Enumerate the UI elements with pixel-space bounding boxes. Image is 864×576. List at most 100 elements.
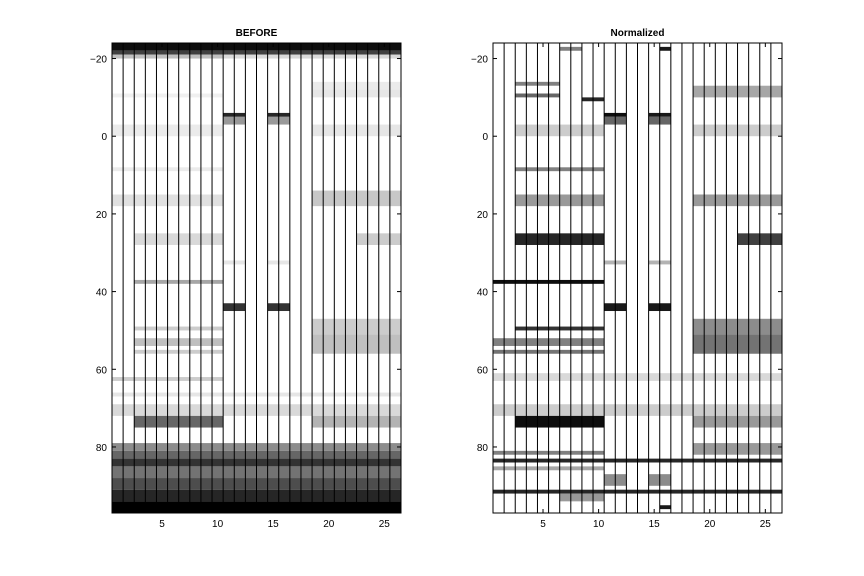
- before-heatmap-cell: [134, 338, 146, 346]
- normalized-heatmap-cell: [581, 458, 594, 463]
- before-heatmap-cell: [300, 489, 313, 502]
- before-y-tick-label: 40: [96, 288, 108, 299]
- before-heatmap-cell: [145, 326, 157, 331]
- before-heatmap-cell: [234, 466, 246, 479]
- before-heatmap-cell: [356, 404, 368, 416]
- before-heatmap-cell: [134, 326, 146, 331]
- normalized-heatmap-cell: [570, 46, 582, 51]
- before-heatmap-cell: [267, 50, 279, 55]
- before-heatmap-cell: [334, 43, 346, 51]
- before-heatmap-cell: [389, 404, 401, 416]
- before-heatmap-cell: [145, 124, 157, 137]
- before-heatmap-cell: [267, 303, 279, 312]
- before-heatmap-cell: [256, 478, 268, 490]
- before-heatmap-cell: [200, 443, 213, 451]
- before-heatmap-cell: [156, 392, 168, 397]
- normalized-heatmap-cell: [548, 489, 560, 494]
- normalized-heatmap-cell: [704, 443, 716, 455]
- before-heatmap-cell: [312, 124, 324, 137]
- normalized-heatmap-cell: [559, 493, 571, 502]
- before-heatmap-cell: [145, 43, 157, 51]
- before-heatmap-cell: [323, 190, 335, 207]
- normalized-heatmap-cell: [726, 85, 738, 98]
- before-heatmap-cell: [300, 50, 313, 55]
- before-heatmap-cell: [245, 443, 257, 451]
- before-heatmap-cell: [334, 318, 346, 335]
- before-heatmap-cell: [200, 392, 213, 397]
- normalized-heatmap-cell: [581, 279, 594, 284]
- normalized-heatmap-cell: [515, 81, 527, 86]
- normalized-x-tick-label: 25: [760, 519, 772, 530]
- normalized-heatmap-cell: [704, 404, 716, 416]
- before-heatmap-cell: [367, 233, 379, 245]
- normalized-heatmap-cell: [693, 194, 705, 207]
- before-heatmap-cell: [156, 279, 168, 284]
- before-y-tick-label: −20: [90, 55, 107, 66]
- normalized-heatmap-cell: [615, 260, 627, 265]
- before-heatmap-cell: [167, 489, 179, 502]
- normalized-heatmap-cell: [637, 404, 649, 416]
- before-heatmap-cell: [367, 190, 379, 207]
- normalized-heatmap-cell: [704, 124, 716, 137]
- normalized-heatmap-cell: [526, 167, 538, 172]
- before-heatmap-cell: [345, 489, 357, 502]
- before-heatmap-cell: [389, 89, 401, 98]
- normalized-heatmap-cell: [537, 81, 549, 86]
- before-heatmap-cell: [189, 43, 201, 51]
- before-heatmap-cell: [345, 43, 357, 51]
- before-heatmap-cell: [267, 404, 279, 416]
- before-heatmap-cell: [145, 338, 157, 346]
- normalized-heatmap-cell: [526, 466, 538, 471]
- normalized-heatmap-cell: [548, 81, 560, 86]
- before-heatmap-cell: [367, 81, 379, 90]
- normalized-heatmap-cell: [593, 97, 605, 102]
- before-heatmap-cell: [189, 54, 201, 59]
- normalized-heatmap-cell: [559, 489, 571, 494]
- normalized-heatmap-cell: [504, 338, 516, 346]
- before-heatmap-cell: [178, 279, 190, 284]
- normalized-x-tick-label: 10: [593, 519, 605, 530]
- before-heatmap-cell: [345, 89, 357, 98]
- before-heatmap-cell: [112, 167, 124, 172]
- before-heatmap-cell: [267, 450, 279, 459]
- normalized-heatmap-cell: [715, 124, 727, 137]
- before-heatmap-cell: [223, 450, 235, 459]
- before-heatmap-cell: [267, 392, 279, 397]
- normalized-heatmap-cell: [604, 373, 616, 381]
- normalized-heatmap-cell: [715, 443, 727, 455]
- before-heatmap-cell: [367, 466, 379, 479]
- before-heatmap-cell: [256, 50, 268, 55]
- normalized-heatmap-cell: [537, 489, 549, 494]
- before-heatmap-cell: [234, 116, 246, 125]
- before-heatmap-cell: [200, 326, 213, 331]
- before-heatmap-cell: [112, 43, 124, 51]
- normalized-heatmap-cell: [570, 167, 582, 172]
- before-heatmap-cell: [334, 458, 346, 467]
- normalized-heatmap-cell: [515, 349, 527, 354]
- before-heatmap-cell: [256, 466, 268, 479]
- normalized-heatmap-cell: [581, 489, 594, 494]
- normalized-heatmap-cell: [504, 489, 516, 494]
- before-heatmap-cell: [356, 478, 368, 490]
- normalized-heatmap-cell: [637, 489, 649, 494]
- before-heatmap-cell: [112, 54, 124, 59]
- before-heatmap-cell: [323, 478, 335, 490]
- normalized-heatmap-cell: [570, 124, 582, 137]
- normalized-heatmap-cell: [693, 415, 705, 428]
- before-heatmap-cell: [278, 450, 290, 459]
- before-heatmap-cell: [256, 501, 268, 513]
- before-heatmap-cell: [167, 338, 179, 346]
- normalized-heatmap-cell: [615, 303, 627, 312]
- normalized-heatmap-cell: [693, 458, 705, 463]
- before-heatmap-cell: [112, 478, 124, 490]
- before-heatmap-cell: [345, 404, 357, 416]
- normalized-axes-frame: [492, 42, 783, 514]
- before-heatmap-cell: [300, 392, 313, 397]
- before-heatmap-cell: [212, 167, 224, 172]
- before-heatmap-cell: [189, 443, 201, 451]
- before-heatmap-cell: [356, 81, 368, 90]
- before-heatmap-cell: [167, 124, 179, 137]
- before-heatmap-cell: [200, 233, 213, 245]
- before-heatmap-cell: [378, 458, 390, 467]
- normalized-heatmap-cell: [704, 318, 716, 335]
